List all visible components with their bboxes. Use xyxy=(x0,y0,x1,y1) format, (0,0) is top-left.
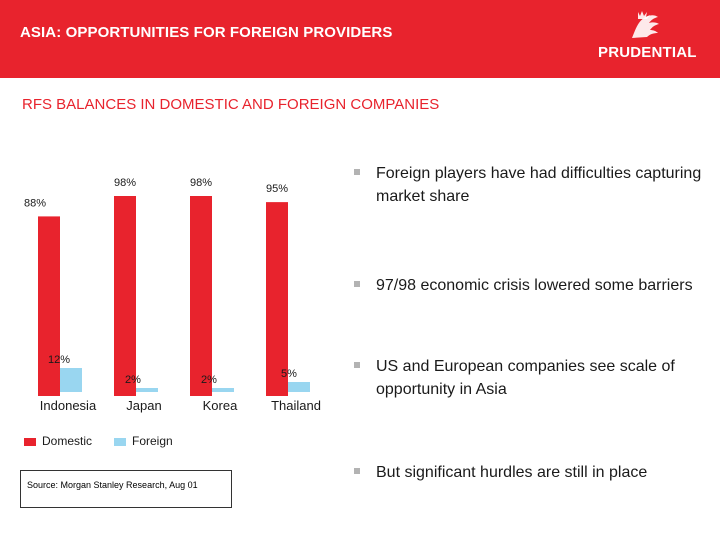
bullet-square-icon xyxy=(354,169,360,175)
bar-foreign xyxy=(136,388,158,392)
data-label-domestic: 95% xyxy=(266,183,288,195)
bullet-item: US and European companies see scale of o… xyxy=(352,355,707,401)
bullet-list: Foreign players have had difficulties ca… xyxy=(352,162,707,481)
bullet-text: But significant hurdles are still in pla… xyxy=(376,464,648,481)
chart-section-title: RFS BALANCES IN DOMESTIC AND FOREIGN COM… xyxy=(22,96,440,113)
legend-domestic-swatch xyxy=(24,437,36,446)
data-label-domestic: 88% xyxy=(24,197,46,209)
data-label-foreign: 2% xyxy=(201,374,217,386)
bullet-text: 97/98 economic crisis lowered some barri… xyxy=(376,277,693,294)
bar-foreign xyxy=(212,388,234,392)
source-box: Source: Morgan Stanley Research, Aug 01 xyxy=(20,470,232,508)
legend-domestic-label: Domestic xyxy=(42,434,93,448)
legend-domestic: Domestic xyxy=(24,434,92,448)
x-tick-label: Korea xyxy=(203,398,238,413)
source-text: Source: Morgan Stanley Research, Aug 01 xyxy=(27,480,198,490)
bar-domestic xyxy=(38,216,60,396)
legend-foreign-swatch xyxy=(114,437,126,446)
bullet-square-icon xyxy=(354,468,360,474)
bar-domestic xyxy=(190,196,212,396)
brand-name: PRUDENTIAL xyxy=(598,44,697,61)
data-label-domestic: 98% xyxy=(114,177,136,189)
bar-foreign xyxy=(60,368,82,392)
x-tick-label: Thailand xyxy=(271,398,321,413)
bullet-text: Foreign players have had difficulties ca… xyxy=(376,165,702,205)
x-tick-label: Indonesia xyxy=(40,398,97,413)
x-tick-label: Japan xyxy=(126,398,161,413)
bullet-item: 97/98 economic crisis lowered some barri… xyxy=(352,274,707,297)
bar-domestic xyxy=(266,202,288,396)
header-bar: ASIA: OPPORTUNITIES FOR FOREIGN PROVIDER… xyxy=(0,0,720,78)
page-title: ASIA: OPPORTUNITIES FOR FOREIGN PROVIDER… xyxy=(20,24,393,41)
data-label-domestic: 98% xyxy=(190,177,212,189)
bullet-item: Foreign players have had difficulties ca… xyxy=(352,162,707,208)
bullet-item: But significant hurdles are still in pla… xyxy=(352,461,707,484)
bullet-text: US and European companies see scale of o… xyxy=(376,358,675,398)
bar-foreign xyxy=(288,382,310,392)
legend-foreign-label: Foreign xyxy=(132,434,173,448)
bar-domestic xyxy=(114,196,136,396)
prudential-logo-icon xyxy=(632,11,659,38)
data-label-foreign: 2% xyxy=(125,374,141,386)
bullet-square-icon xyxy=(354,281,360,287)
data-label-foreign: 12% xyxy=(48,354,70,366)
data-label-foreign: 5% xyxy=(281,368,297,380)
bullet-square-icon xyxy=(354,362,360,368)
legend-foreign: Foreign xyxy=(114,434,173,448)
